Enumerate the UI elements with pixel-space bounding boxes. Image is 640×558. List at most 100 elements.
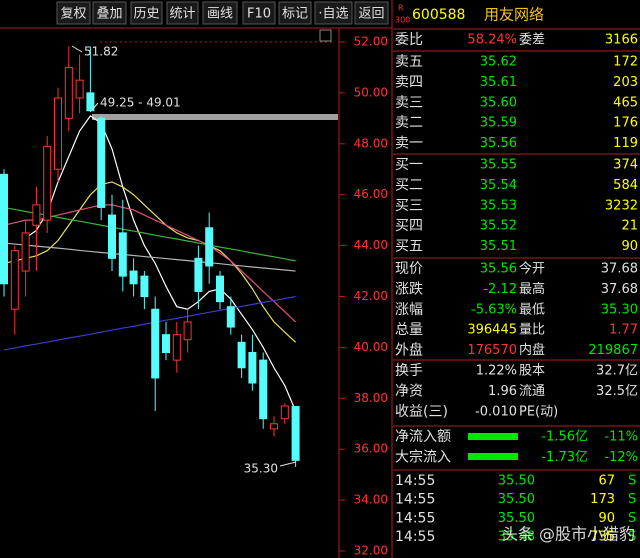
candle-body — [205, 227, 214, 267]
toolbar-label[interactable]: ·自选 — [318, 7, 348, 22]
quote-cell: 37.68 — [601, 262, 638, 277]
quote-cell: S — [628, 474, 636, 489]
quote-cell: S — [628, 511, 636, 526]
quote-cell: -1.56亿 — [541, 430, 588, 445]
quote-cell: 委比 — [395, 32, 423, 48]
toolbar-label[interactable]: F10 — [247, 7, 271, 22]
quote-cell: 净资 — [395, 383, 423, 399]
annotation-arrow — [279, 461, 297, 467]
candle-body — [86, 92, 95, 112]
quote-cell: 1.22% — [476, 364, 517, 379]
quote-cell: 176 — [613, 116, 638, 131]
quote-cell: 股本 — [519, 364, 545, 379]
toolbar-button[interactable] — [202, 1, 238, 25]
candle-body — [291, 405, 300, 461]
chart-annotation: 51.82 — [84, 45, 118, 59]
candle-body — [226, 306, 235, 328]
quote-cell: 换手 — [395, 362, 423, 379]
quote-cell: 35.56 — [480, 262, 517, 277]
quote-cell: 173 — [590, 492, 615, 507]
chart-annotation: 49.25 - 49.01 — [100, 96, 181, 110]
candle-body — [64, 66, 73, 119]
toolbar-label[interactable]: 画线 — [207, 7, 233, 22]
y-tick-label: 38.00 — [354, 391, 388, 405]
toolbar-label[interactable]: 叠加 — [96, 7, 122, 22]
toolbar-button[interactable] — [166, 1, 199, 25]
annotation-arrow — [71, 45, 83, 53]
candle-body — [75, 79, 84, 99]
quote-cell: 3232 — [605, 198, 638, 213]
toolbar-label[interactable]: 返回 — [358, 7, 384, 22]
quote-cell: 1.96 — [488, 384, 517, 399]
toolbar-button[interactable] — [130, 1, 163, 25]
quote-cell: 14:55 — [395, 529, 435, 545]
quote-cell: 32.5亿 — [596, 384, 638, 399]
quote-cell: 最高 — [519, 281, 545, 297]
toolbar-label[interactable]: 历史 — [133, 7, 159, 22]
y-tick-label: 48.00 — [354, 136, 388, 150]
quote-cell: 35.61 — [480, 75, 517, 90]
quote-cell: 90 — [621, 239, 638, 254]
quote-cell: 买五 — [395, 239, 423, 255]
quote-cell: -1.73亿 — [541, 450, 588, 465]
candle-body — [10, 250, 19, 310]
quote-cell: 涨幅 — [395, 302, 423, 318]
quote-cell: 90 — [598, 511, 615, 526]
moving-average-line — [3, 181, 297, 343]
y-tick-label: 42.00 — [354, 289, 388, 303]
candle-body — [140, 275, 149, 298]
candle-body — [280, 405, 289, 420]
quote-cell: 内盘 — [519, 342, 545, 358]
toolbar-button[interactable] — [92, 1, 127, 25]
y-tick-label: 50.00 — [354, 85, 388, 99]
quote-cell: 涨跌 — [395, 281, 423, 297]
quote-cell: 净流入额 — [395, 429, 451, 445]
candle-body — [183, 321, 192, 341]
toolbar-button[interactable] — [354, 1, 389, 25]
candle-body — [237, 341, 246, 369]
quote-cell: 量比 — [519, 323, 545, 338]
toolbar-button[interactable] — [56, 1, 91, 25]
moving-average-line — [3, 206, 296, 262]
moving-average-line — [3, 242, 296, 272]
quote-cell: 21 — [621, 219, 638, 234]
quote-cell: 委差 — [519, 33, 545, 48]
candle-body — [194, 257, 203, 292]
toolbar-label[interactable]: 复权 — [60, 6, 86, 22]
quote-cell: PE(动) — [519, 404, 558, 419]
candle-body — [216, 275, 224, 303]
quote-cell: 396445 — [467, 323, 517, 338]
candle-body — [54, 97, 62, 170]
quote-cell: 大宗流入 — [395, 449, 451, 465]
y-tick-label: 36.00 — [354, 442, 388, 456]
quote-cell: -2.12 — [483, 282, 517, 297]
toolbar-button[interactable] — [242, 1, 276, 25]
quote-cell: 465 — [613, 95, 638, 110]
quote-cell: 32.7亿 — [596, 364, 638, 379]
quote-cell: 35.30 — [601, 302, 638, 317]
settings-icon[interactable] — [319, 29, 332, 42]
quote-cell: 35.60 — [480, 95, 517, 110]
quote-cell: 58.24% — [467, 33, 517, 48]
flow-bar — [468, 453, 518, 460]
quote-cell: 735 — [590, 530, 615, 545]
candle-body — [151, 308, 160, 379]
badge-top: R — [398, 4, 404, 13]
candle-body — [118, 232, 127, 277]
candle-body — [259, 359, 268, 420]
quote-cell: 35.62 — [480, 55, 517, 70]
quote-cell: 14:55 — [395, 492, 435, 508]
toolbar-label[interactable]: 标记 — [282, 7, 308, 22]
toolbar-label[interactable]: 统计 — [169, 7, 195, 22]
toolbar-button[interactable] — [278, 1, 312, 25]
toolbar-button[interactable] — [314, 1, 353, 25]
quote-cell: 35.53 — [480, 198, 517, 213]
stock-name: 用友网络 — [484, 6, 544, 24]
quote-cell: 176570 — [467, 343, 517, 358]
quote-cell: 67 — [598, 474, 615, 489]
quote-cell: 外盘 — [395, 342, 423, 359]
quote-cell: 14:55 — [395, 510, 435, 526]
candle-body — [43, 145, 52, 221]
